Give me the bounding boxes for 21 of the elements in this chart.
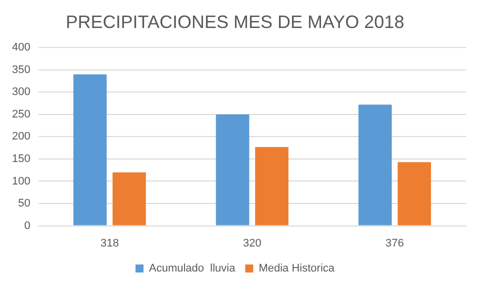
- x-tick-label: 318: [100, 237, 119, 250]
- y-tick-label: 300: [12, 86, 30, 98]
- bar: [73, 74, 107, 226]
- bar: [255, 146, 288, 226]
- y-tick-label: 200: [12, 130, 30, 143]
- legend-label: Media Historica: [258, 262, 336, 275]
- bar: [398, 162, 431, 226]
- y-tick-label: 0: [24, 220, 30, 232]
- x-tick-label: 320: [242, 237, 262, 250]
- y-tick-label: 400: [12, 42, 30, 54]
- y-tick-label: 50: [18, 198, 30, 210]
- bar: [216, 114, 250, 226]
- y-tick-label: 150: [12, 153, 30, 166]
- bar: [112, 172, 146, 226]
- y-tick-label: 250: [12, 108, 30, 120]
- bar: [358, 104, 392, 226]
- chart-title: PRECIPITACIONES MES DE MAYO 2018: [66, 12, 404, 32]
- y-tick-label: 100: [12, 175, 30, 188]
- y-tick-label: 350: [12, 64, 30, 76]
- legend-label: Acumulado lluvia: [148, 262, 236, 275]
- x-tick-label: 376: [386, 237, 404, 250]
